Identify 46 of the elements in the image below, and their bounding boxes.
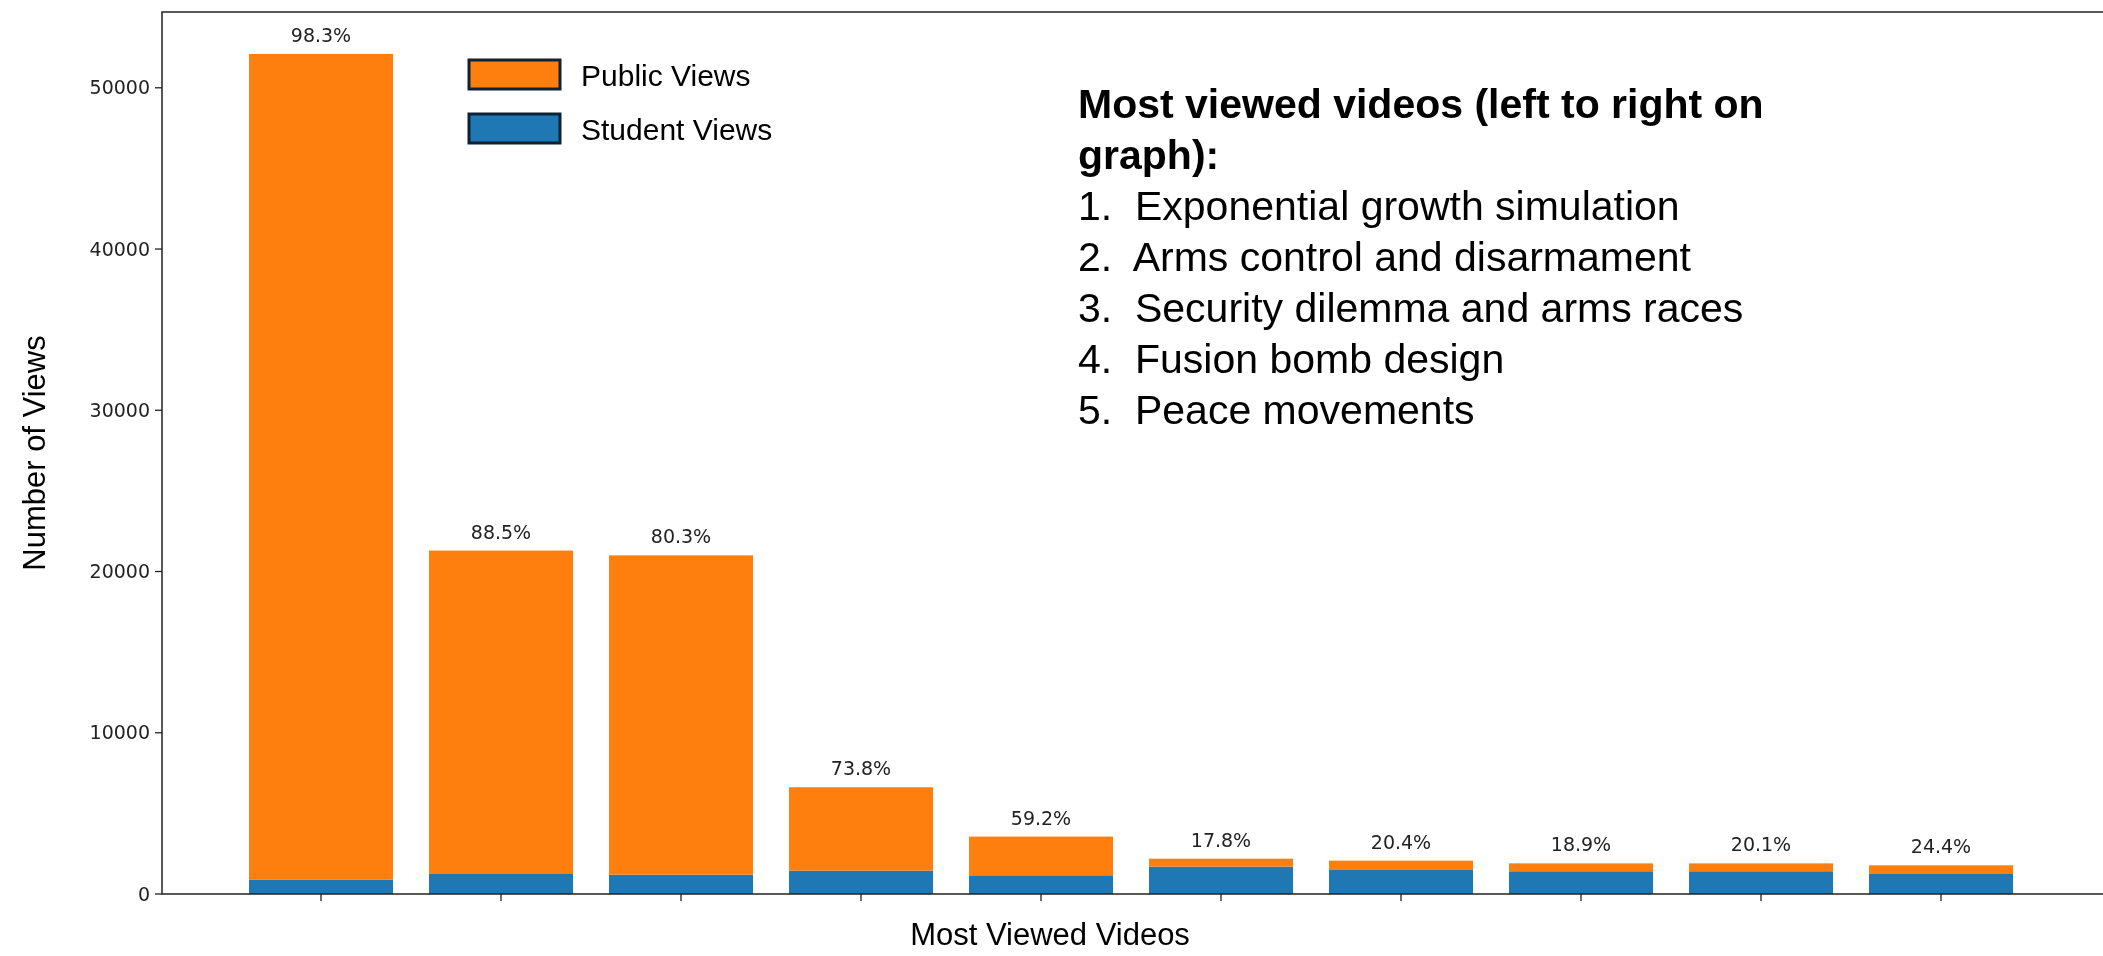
bar <box>429 874 573 894</box>
annotation: 80.3% <box>650 525 712 548</box>
annotation: 73.8% <box>830 757 892 780</box>
annotation: Most viewed videos (left to right on graph): <box>1078 81 1764 178</box>
bar <box>1149 858 1293 867</box>
annotation: 59.2% <box>1010 806 1072 829</box>
annotation: 17.8% <box>1190 828 1252 851</box>
annotation: 88.5% <box>470 520 532 543</box>
bar <box>609 555 753 875</box>
y-tick-label: 40000 <box>89 237 150 260</box>
annotation: 20.1% <box>1730 833 1792 856</box>
bar <box>609 874 753 894</box>
annotation: 5. Peace movements <box>1078 387 1475 433</box>
y-tick-label: 0 <box>137 882 150 905</box>
y-tick-label: 10000 <box>89 721 150 744</box>
bar <box>1869 865 2013 875</box>
bar <box>1689 863 1833 872</box>
bar <box>1329 869 1473 894</box>
y-tick-label: 30000 <box>89 398 150 421</box>
y-tick-label: 50000 <box>89 76 150 99</box>
bar <box>1689 871 1833 894</box>
annotation: 2. Arms control and disarmament <box>1078 234 1692 280</box>
annotation: 98.3% <box>290 23 352 46</box>
bar <box>429 550 573 875</box>
legend-label: Student Views <box>581 112 773 146</box>
bar <box>1869 874 2013 894</box>
bar <box>1509 863 1653 872</box>
bar <box>1509 871 1653 894</box>
y-tick-label: 20000 <box>89 560 150 583</box>
annotation: 20.4% <box>1370 830 1432 853</box>
legend-label: Public Views <box>581 58 751 92</box>
bar <box>789 787 933 871</box>
bar <box>1149 866 1293 894</box>
annotation: 18.9% <box>1550 833 1612 856</box>
bar <box>249 879 393 894</box>
bar <box>969 836 1113 876</box>
annotation: 24.4% <box>1910 835 1972 858</box>
annotation: 3. Security dilemma and arms races <box>1078 285 1744 331</box>
x-axis-title: Most Viewed Videos <box>910 917 1190 952</box>
annotation: 4. Fusion bomb design <box>1078 336 1505 382</box>
bar <box>789 870 933 894</box>
y-axis-title: Number of Views <box>17 335 52 571</box>
annotation: 1. Exponential growth simulation <box>1078 183 1680 229</box>
bar <box>249 53 393 880</box>
bar <box>1329 860 1473 870</box>
bar <box>969 875 1113 894</box>
